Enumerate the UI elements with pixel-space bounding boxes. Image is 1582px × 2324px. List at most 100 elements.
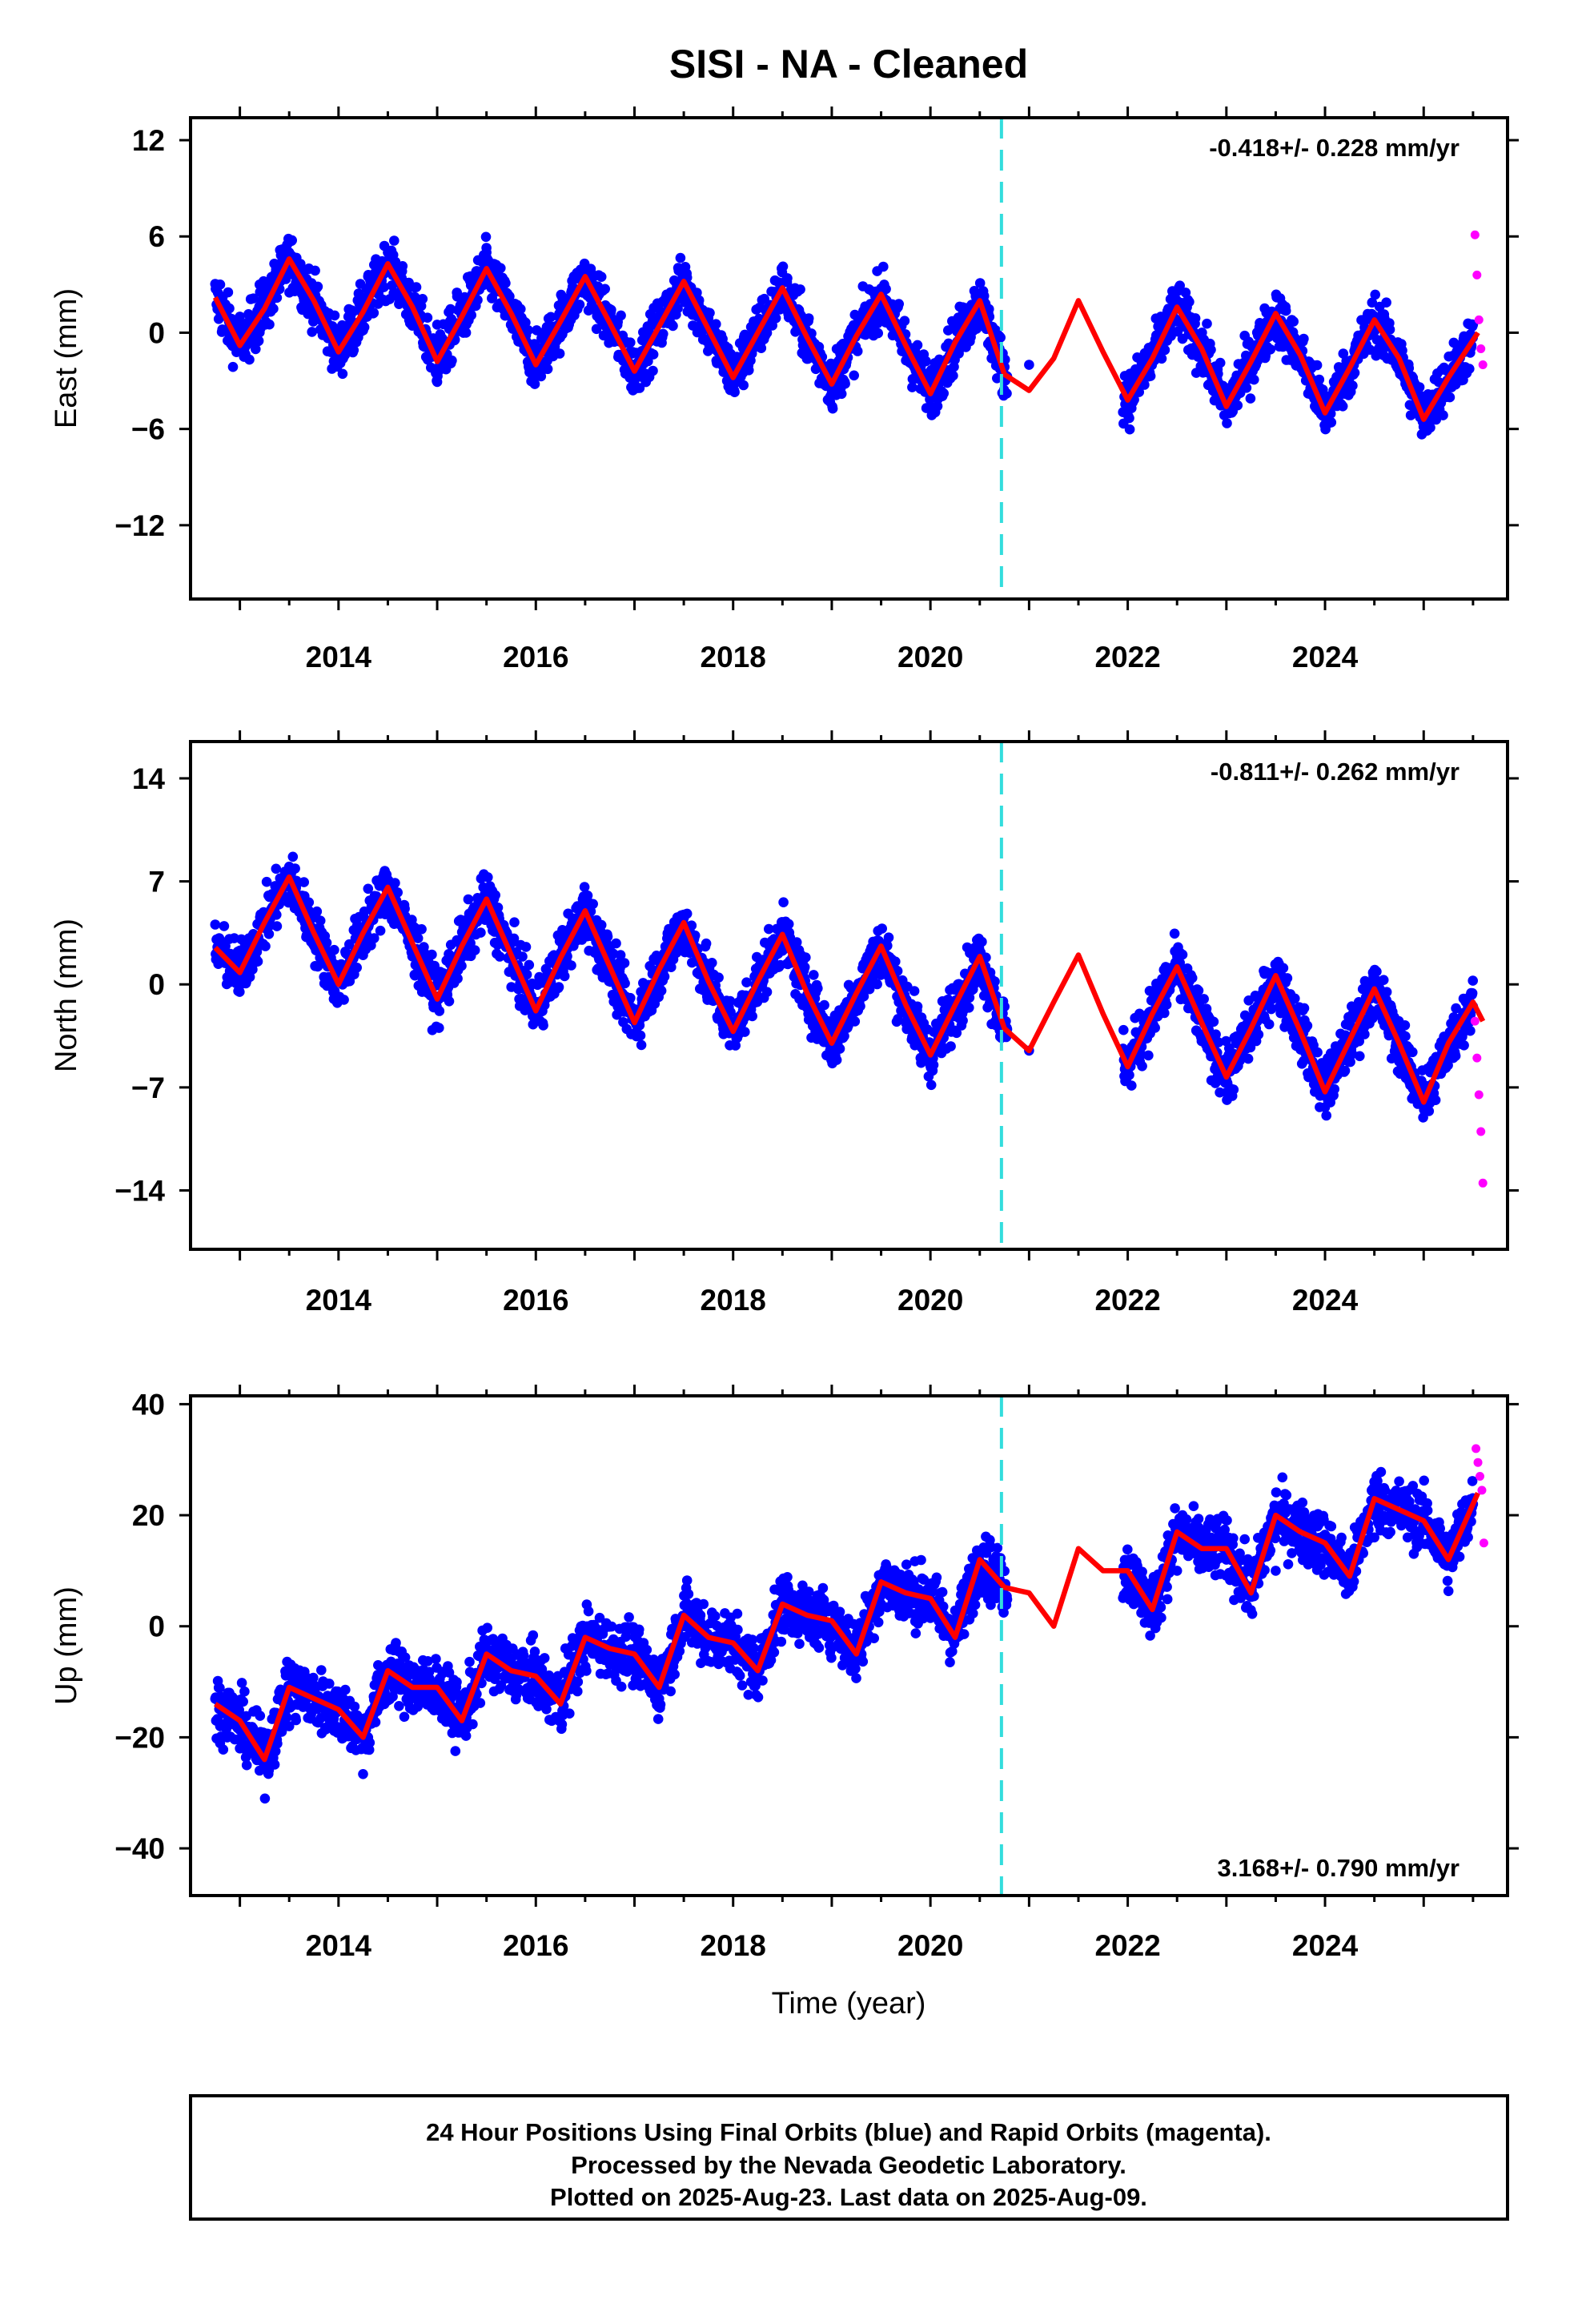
final-orbit-point (881, 283, 891, 295)
final-orbit-point (422, 312, 433, 324)
final-orbit-point (741, 977, 752, 987)
final-orbit-point (909, 986, 920, 996)
final-orbit-point (711, 319, 721, 330)
x-tick-label: 2024 (1292, 641, 1359, 673)
final-orbit-point (873, 328, 883, 339)
final-orbit-point (1143, 1050, 1154, 1061)
final-orbit-point (1139, 380, 1150, 390)
x-tick-label: 2014 (306, 641, 372, 673)
rapid-orbit-point (1472, 270, 1482, 279)
final-orbit-point (1265, 344, 1276, 355)
final-orbit-point (252, 956, 263, 967)
final-orbit-point (737, 368, 749, 378)
final-orbit-point (819, 999, 829, 1011)
final-orbit-point (247, 964, 258, 975)
final-orbit-point (1278, 963, 1289, 974)
final-orbit-point (883, 932, 894, 943)
final-orbit-point (321, 937, 332, 948)
final-orbit-point (1211, 1029, 1221, 1039)
final-orbit-point (271, 910, 282, 920)
final-orbit-point (658, 328, 669, 340)
final-orbit-point (1124, 424, 1135, 435)
final-orbit-point (445, 304, 456, 315)
final-orbit-point (1249, 374, 1259, 385)
rapid-orbit-point (1476, 344, 1486, 353)
final-orbit-point (337, 368, 348, 380)
final-orbit-point (1381, 297, 1391, 308)
final-orbit-point (992, 373, 1002, 384)
x-tick-label: 2020 (897, 641, 963, 673)
final-orbit-point (946, 1041, 956, 1051)
final-orbit-point (251, 947, 263, 957)
final-orbit-point (456, 960, 467, 971)
final-orbit-point (261, 876, 272, 887)
final-orbit-point (616, 310, 626, 321)
final-orbit-point (827, 403, 838, 414)
final-orbit-point (1118, 1024, 1129, 1035)
final-orbit-point (248, 293, 259, 304)
final-orbit-point (412, 296, 423, 306)
final-orbit-point (465, 938, 476, 948)
final-orbit-point (928, 1059, 939, 1071)
final-orbit-point (951, 1027, 962, 1039)
final-orbit-point (466, 310, 476, 320)
final-orbit-point (1337, 401, 1348, 412)
final-orbit-point (307, 327, 318, 337)
final-orbit-point (764, 923, 774, 935)
final-orbit-point (1186, 972, 1198, 983)
final-orbit-point (1156, 353, 1167, 364)
final-orbit-point (1222, 418, 1232, 428)
final-orbit-point (520, 317, 531, 328)
final-orbit-point (958, 1015, 968, 1026)
final-orbit-point (343, 312, 354, 322)
final-orbit-point (619, 958, 630, 968)
final-orbit-point (1299, 333, 1309, 344)
final-orbit-point (379, 282, 389, 292)
model-fit-line (212, 256, 1480, 422)
final-orbit-point (520, 942, 532, 952)
final-orbit-point (795, 284, 805, 295)
final-orbit-point (1384, 324, 1395, 335)
final-orbit-point (287, 851, 299, 862)
final-orbit-point (1215, 357, 1226, 368)
final-orbit-point (496, 263, 506, 274)
final-orbit-point (494, 951, 505, 962)
final-orbit-point (444, 996, 455, 1007)
final-orbit-point (215, 279, 226, 290)
final-orbit-point (809, 970, 819, 980)
final-orbit-point (1137, 1061, 1147, 1072)
final-orbit-point (1245, 393, 1256, 404)
final-orbit-point (1124, 1070, 1134, 1080)
final-orbit-point (1124, 412, 1134, 424)
final-orbit-point (740, 1027, 750, 1037)
final-orbit-point (1184, 296, 1195, 308)
final-orbit-point (849, 1016, 861, 1027)
final-orbit-point (452, 973, 463, 984)
y-tick-label: −12 (114, 509, 165, 542)
final-orbit-point (1199, 994, 1209, 1004)
final-orbit-point (283, 247, 295, 258)
final-orbit-point (400, 903, 410, 914)
rapid-orbit-point (1478, 360, 1488, 370)
final-orbit-point (1161, 999, 1172, 1010)
final-orbit-point (224, 303, 235, 314)
final-orbit-point (1159, 344, 1170, 356)
final-orbit-point (600, 283, 610, 295)
final-orbit-point (620, 978, 630, 989)
final-orbit-point (893, 1014, 903, 1024)
final-orbit-point (434, 1006, 445, 1016)
final-orbit-point (538, 1020, 548, 1031)
final-orbit-point (427, 949, 437, 960)
final-orbit-point (432, 320, 443, 330)
final-orbit-point (648, 365, 658, 376)
final-orbit-point (1266, 1003, 1277, 1015)
final-orbit-point (686, 920, 697, 931)
final-orbit-point (921, 356, 931, 367)
final-orbit-point (977, 936, 987, 947)
final-orbit-point (761, 328, 773, 339)
rapid-orbit-point (1474, 315, 1484, 324)
final-orbit-point (545, 312, 556, 323)
final-orbit-point (912, 340, 923, 351)
final-orbit-point (984, 304, 994, 315)
